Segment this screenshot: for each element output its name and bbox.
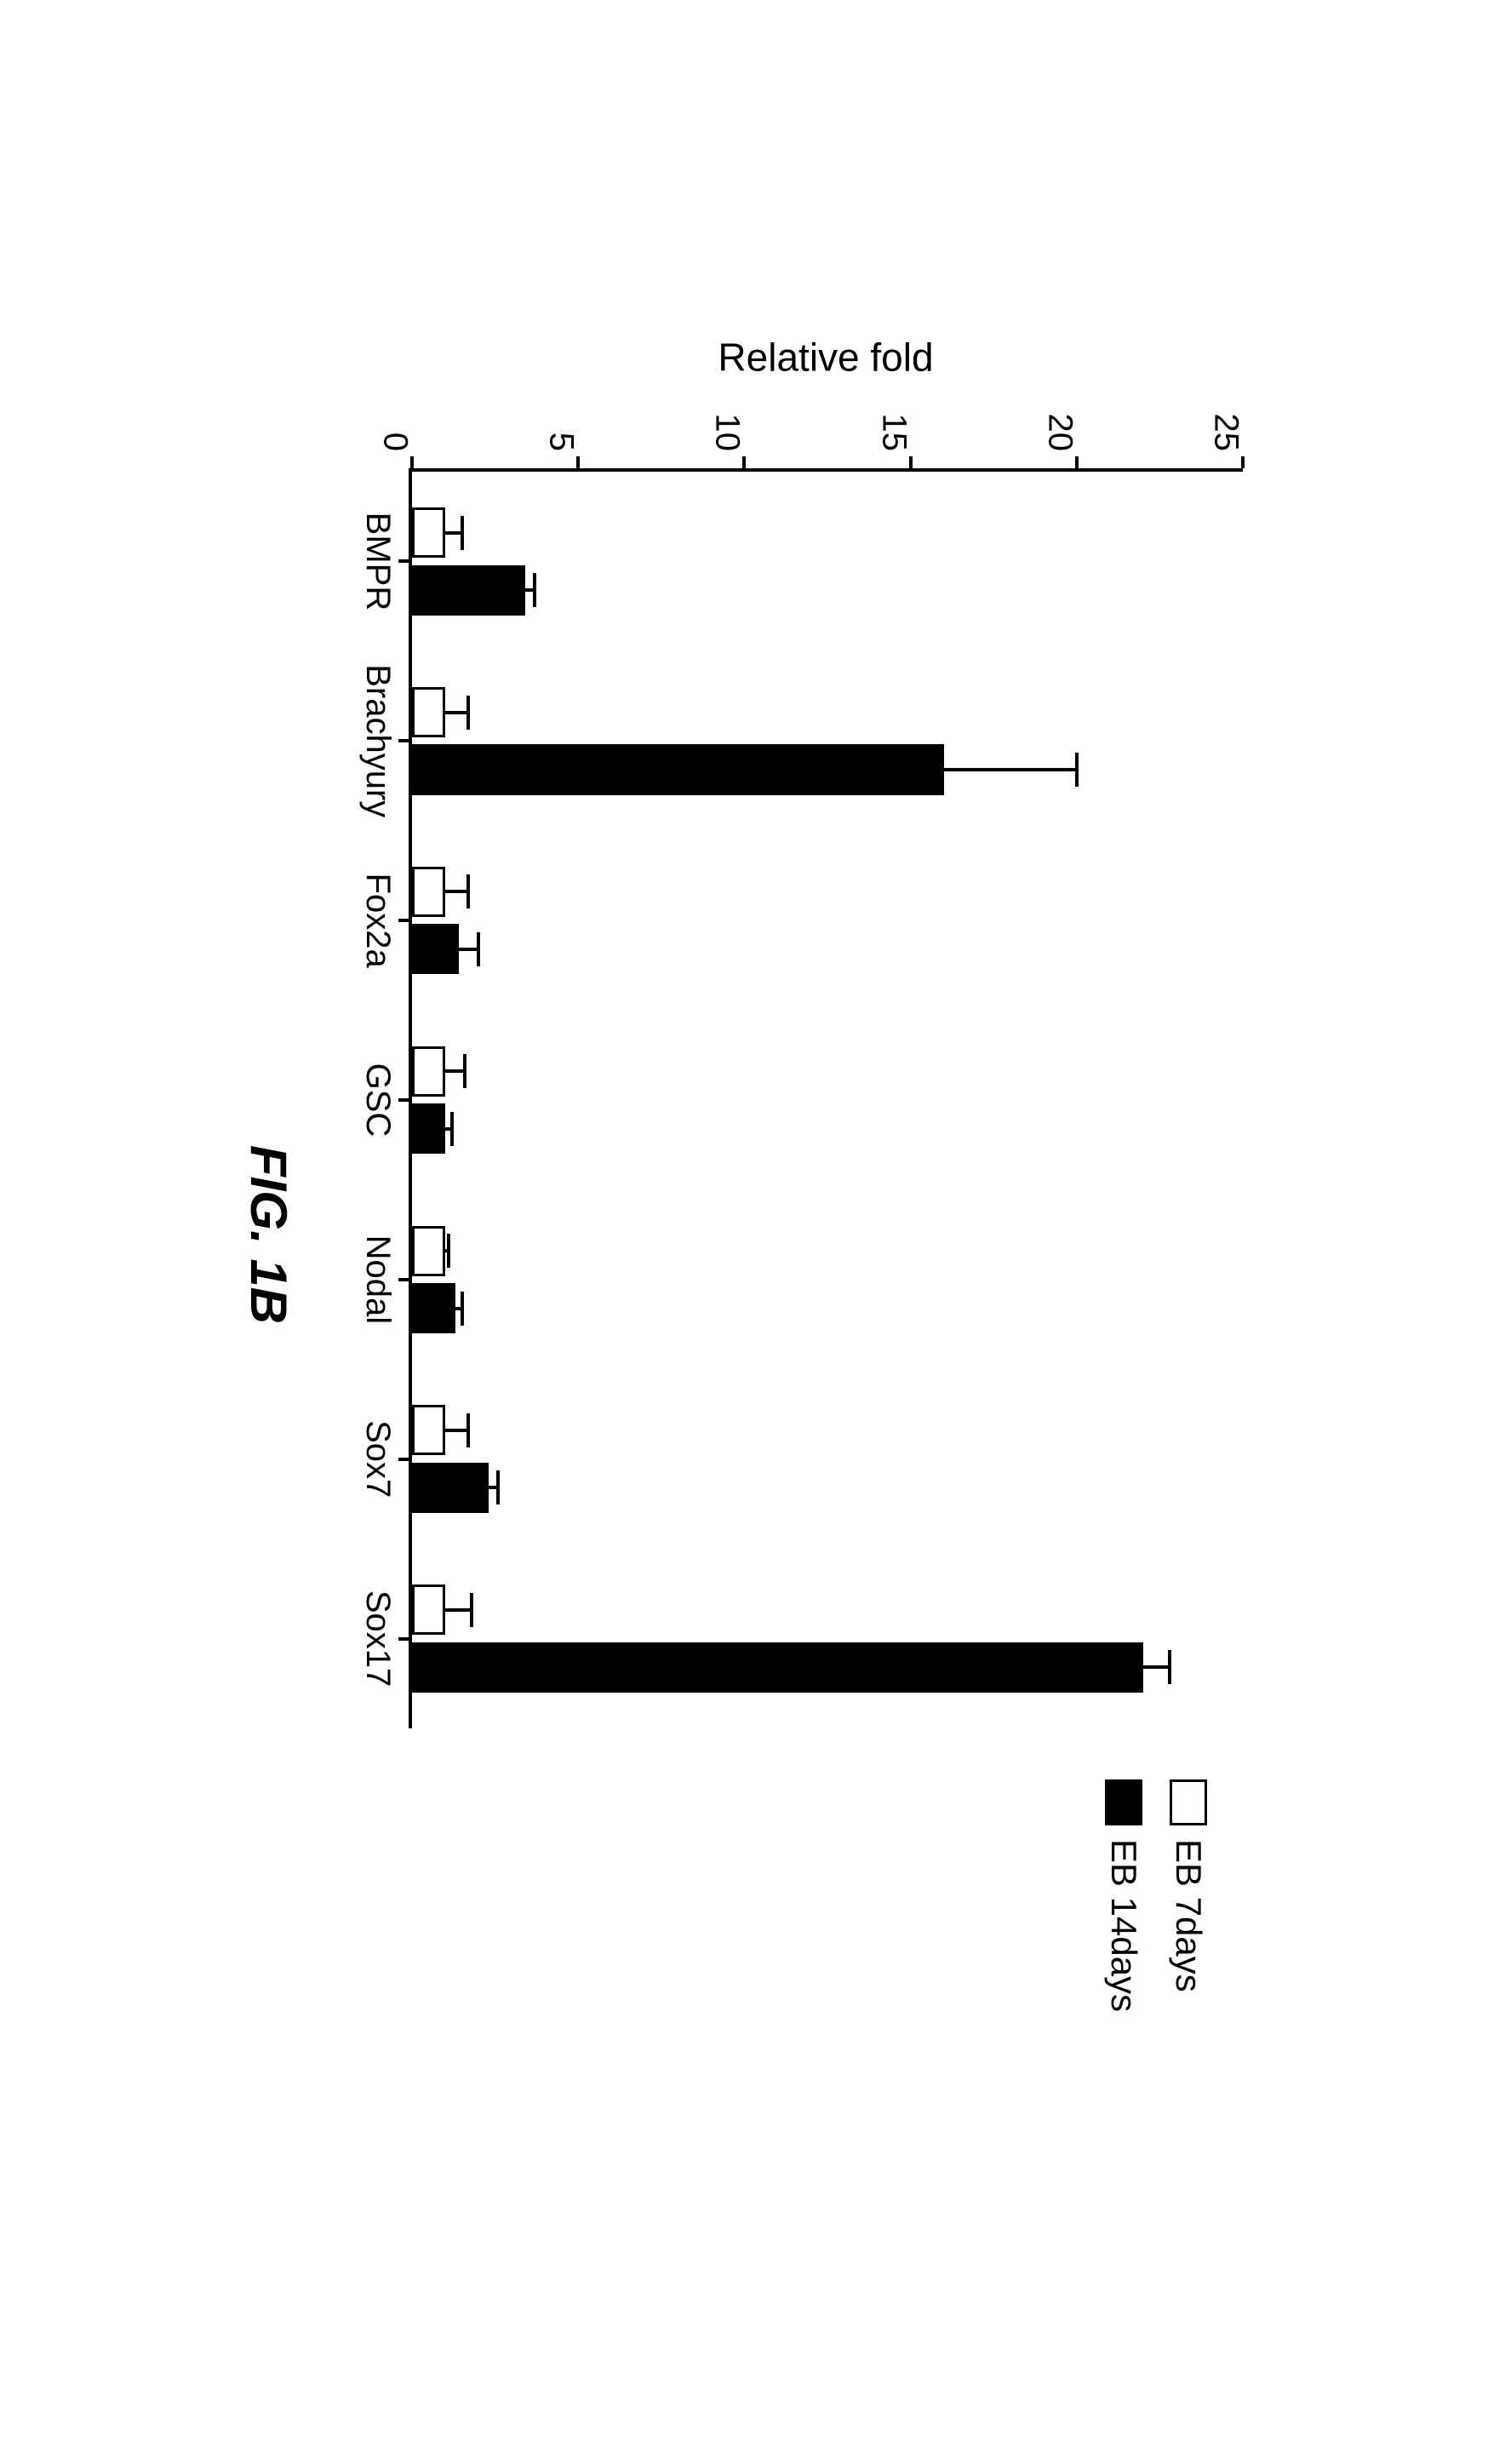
x-tick-label: Sox17	[358, 1590, 412, 1687]
legend-label-eb7: EB 7days	[1168, 1839, 1209, 1992]
error-bar	[489, 1470, 499, 1504]
y-tick-label: 15	[874, 349, 913, 451]
bar	[412, 687, 445, 737]
y-tick-mark	[1075, 456, 1079, 468]
x-tick-label: Fox2a	[358, 874, 412, 968]
error-bar	[445, 696, 468, 730]
bar	[412, 507, 445, 558]
bar	[412, 744, 944, 794]
error-bar	[445, 516, 462, 550]
bar	[412, 565, 525, 616]
x-tick-label: Brachyury	[358, 664, 412, 817]
bar	[412, 1283, 455, 1333]
page-canvas: Relative fold 0510152025BMPRBrachyuryFox…	[0, 0, 1488, 2464]
y-tick-mark	[576, 456, 580, 468]
category-group: Sox17	[412, 1549, 1243, 1728]
y-tick-label: 10	[708, 349, 747, 451]
legend-item-eb14: EB 14days	[1103, 1779, 1144, 2012]
category-group: Sox7	[412, 1369, 1243, 1549]
error-bar	[445, 1112, 452, 1146]
category-group: Brachyury	[412, 651, 1243, 831]
bar	[412, 1642, 1143, 1693]
figure-caption: FIG. 1B	[239, 298, 298, 2171]
legend: EB 7days EB 14days	[1079, 1779, 1209, 2012]
legend-item-eb7: EB 7days	[1168, 1779, 1209, 2012]
category-group: Nodal	[412, 1189, 1243, 1369]
error-bar	[944, 753, 1077, 787]
bar	[412, 1046, 445, 1097]
y-tick-label: 5	[542, 349, 581, 451]
y-tick-mark	[742, 456, 746, 468]
bar	[412, 1463, 489, 1513]
category-group: GSC	[412, 1011, 1243, 1190]
legend-swatch-eb14	[1105, 1779, 1142, 1825]
bar	[412, 1103, 445, 1154]
error-bar	[445, 1234, 449, 1268]
x-tick-label: Sox7	[358, 1420, 412, 1498]
error-bar	[445, 1054, 465, 1088]
x-tick-label: BMPR	[358, 513, 412, 611]
bar	[412, 924, 459, 974]
y-axis-label: Relative fold	[409, 332, 1243, 383]
y-tick-label: 25	[1207, 349, 1245, 451]
bar	[412, 1226, 445, 1276]
category-group: BMPR	[412, 472, 1243, 651]
bar	[412, 867, 445, 917]
bar	[412, 1584, 445, 1635]
relative-fold-bar-chart: Relative fold 0510152025BMPRBrachyuryFox…	[170, 298, 1277, 2171]
legend-swatch-eb7	[1170, 1779, 1207, 1825]
y-tick-mark	[410, 456, 414, 468]
y-tick-label: 20	[1040, 349, 1079, 451]
error-bar	[525, 573, 535, 607]
plot-area: 0510152025BMPRBrachyuryFox2aGSCNodalSox7…	[409, 468, 1243, 1728]
error-bar	[455, 1292, 462, 1326]
error-bar	[459, 932, 478, 966]
error-bar	[445, 1593, 472, 1627]
legend-label-eb14: EB 14days	[1103, 1839, 1144, 2012]
y-tick-label: 0	[376, 349, 415, 451]
error-bar	[1143, 1650, 1170, 1684]
x-tick-label: Nodal	[358, 1235, 412, 1325]
x-tick-label: GSC	[358, 1063, 412, 1137]
category-group: Fox2a	[412, 831, 1243, 1011]
bar	[412, 1405, 445, 1455]
rotated-chart-wrapper: Relative fold 0510152025BMPRBrachyuryFox…	[170, 298, 1277, 2171]
error-bar	[445, 1413, 468, 1447]
y-tick-mark	[909, 456, 913, 468]
y-tick-mark	[1241, 456, 1245, 468]
error-bar	[445, 874, 468, 908]
